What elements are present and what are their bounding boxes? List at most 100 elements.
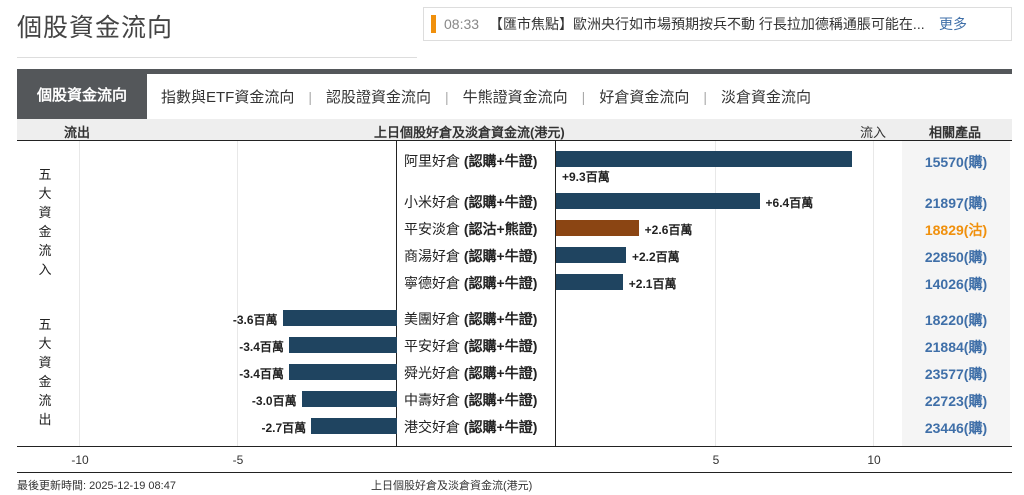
tab-long-fund-flow[interactable]: 好倉資金流向 bbox=[599, 89, 690, 106]
gridline bbox=[237, 141, 238, 447]
side-char: 金 bbox=[38, 374, 52, 389]
chart-row: 平安淡倉 (認沽+熊證) +2.6百萬 18829(沽) bbox=[0, 215, 1024, 242]
x-tick-label: -10 bbox=[71, 453, 89, 467]
category-label: 寧德好倉 (認購+牛證) bbox=[404, 273, 537, 293]
tab-separator: | bbox=[703, 88, 707, 105]
category-name: 舜光好倉 bbox=[404, 365, 460, 381]
related-product-link[interactable]: 21897(購) bbox=[924, 195, 988, 211]
tab-short-fund-flow[interactable]: 淡倉資金流向 bbox=[720, 89, 811, 106]
news-accent-bar bbox=[431, 15, 436, 33]
category-label: 商湯好倉 (認購+牛證) bbox=[404, 246, 537, 266]
category-suffix: (認購+牛證) bbox=[463, 392, 538, 408]
x-tick-label: -5 bbox=[232, 453, 244, 467]
long-position-bar[interactable] bbox=[282, 310, 397, 326]
side-char: 五 bbox=[38, 317, 52, 332]
related-product-link[interactable]: 23577(購) bbox=[924, 366, 988, 382]
side-char: 金 bbox=[38, 224, 52, 239]
side-char: 大 bbox=[38, 336, 52, 351]
category-suffix: (認購+牛證) bbox=[463, 338, 538, 354]
category-suffix: (認購+牛證) bbox=[463, 153, 538, 169]
related-product-link[interactable]: 22850(購) bbox=[924, 249, 988, 265]
side-char: 流 bbox=[38, 243, 52, 258]
inflow-group-label: 五 大 資 金 流 入 bbox=[38, 165, 52, 279]
category-suffix: (認沽+熊證) bbox=[463, 221, 538, 237]
value-label: +2.6百萬 bbox=[644, 223, 693, 237]
chart-row: 平安好倉 (認購+牛證) -3.4百萬 21884(購) bbox=[0, 332, 1024, 359]
category-label: 港交好倉 (認購+牛證) bbox=[404, 417, 537, 437]
side-char: 流 bbox=[38, 393, 52, 408]
chart-row: 港交好倉 (認購+牛證) -2.7百萬 23446(購) bbox=[0, 413, 1024, 440]
long-position-bar[interactable] bbox=[311, 418, 397, 434]
long-position-bar[interactable] bbox=[556, 151, 852, 167]
category-suffix: (認購+牛證) bbox=[463, 365, 538, 381]
title-divider bbox=[17, 57, 417, 58]
value-label: +2.2百萬 bbox=[631, 250, 680, 264]
category-suffix: (認購+牛證) bbox=[463, 275, 538, 291]
chart-row: 商湯好倉 (認購+牛證) +2.2百萬 22850(購) bbox=[0, 242, 1024, 269]
category-suffix: (認購+牛證) bbox=[463, 311, 538, 327]
last-updated-text: 最後更新時間: 2025-12-19 08:47 bbox=[17, 480, 176, 492]
outflow-header: 流出 bbox=[64, 125, 91, 140]
category-label: 小米好倉 (認購+牛證) bbox=[404, 192, 537, 212]
side-char: 五 bbox=[38, 167, 52, 182]
category-label: 阿里好倉 (認購+牛證) bbox=[404, 151, 537, 171]
tab-warrant-fund-flow[interactable]: 認股證資金流向 bbox=[326, 89, 432, 106]
long-position-bar[interactable] bbox=[556, 247, 626, 263]
footer-divider bbox=[17, 472, 1012, 473]
long-position-bar[interactable] bbox=[288, 337, 397, 353]
x-tick-label: 10 bbox=[867, 453, 881, 467]
long-position-bar[interactable] bbox=[288, 364, 397, 380]
gridline bbox=[715, 141, 716, 447]
news-headline-link[interactable]: 【匯市焦點】歐洲央行如市場預期按兵不動 行長拉加德稱通脹可能在... bbox=[489, 16, 925, 32]
value-label: +2.1百萬 bbox=[628, 277, 677, 291]
category-name: 商湯好倉 bbox=[404, 248, 460, 264]
chart-row: 阿里好倉 (認購+牛證) +9.3百萬 15570(購) bbox=[0, 147, 1024, 184]
chart-row: 寧德好倉 (認購+牛證) +2.1百萬 14026(購) bbox=[0, 269, 1024, 296]
related-product-link[interactable]: 18829(沽) bbox=[924, 222, 988, 238]
category-name: 平安好倉 bbox=[404, 338, 460, 354]
outflow-group-label: 五 大 資 金 流 出 bbox=[38, 315, 52, 429]
page-title: 個股資金流向 bbox=[17, 14, 174, 42]
tab-stock-fund-flow[interactable]: 個股資金流向 bbox=[17, 69, 148, 119]
value-label: -3.4百萬 bbox=[239, 367, 284, 381]
related-product-link[interactable]: 21884(購) bbox=[924, 339, 988, 355]
x-axis-title: 上日個股好倉及淡倉資金流(港元) bbox=[371, 480, 533, 492]
category-name: 阿里好倉 bbox=[404, 153, 460, 169]
related-product-link[interactable]: 18220(購) bbox=[924, 312, 988, 328]
tab-index-etf-fund-flow[interactable]: 指數與ETF資金流向 bbox=[161, 89, 295, 106]
value-label: +9.3百萬 bbox=[562, 170, 610, 184]
long-position-bar[interactable] bbox=[556, 193, 760, 209]
category-suffix: (認購+牛證) bbox=[463, 248, 538, 264]
category-name: 美團好倉 bbox=[404, 311, 460, 327]
related-product-link[interactable]: 15570(購) bbox=[924, 154, 988, 170]
category-label: 平安淡倉 (認沽+熊證) bbox=[404, 219, 537, 239]
value-label: -2.7百萬 bbox=[261, 421, 307, 435]
value-label: -3.0百萬 bbox=[251, 394, 297, 408]
long-position-bar[interactable] bbox=[556, 274, 623, 290]
value-label: +6.4百萬 bbox=[765, 196, 814, 210]
chart-header-row: 流出 上日個股好倉及淡倉資金流(港元) 流入 相關產品 bbox=[17, 119, 1012, 141]
chart-row: 中壽好倉 (認購+牛證) -3.0百萬 22723(購) bbox=[0, 386, 1024, 413]
news-time: 08:33 bbox=[444, 16, 480, 32]
related-product-link[interactable]: 23446(購) bbox=[924, 420, 988, 436]
category-suffix: (認購+牛證) bbox=[463, 194, 538, 210]
related-product-link[interactable]: 22723(購) bbox=[924, 393, 988, 409]
short-position-bar[interactable] bbox=[556, 220, 639, 236]
news-more-link[interactable]: 更多 bbox=[939, 16, 968, 32]
side-char: 資 bbox=[38, 355, 52, 370]
related-product-link[interactable]: 14026(購) bbox=[924, 276, 988, 292]
chart-row: 舜光好倉 (認購+牛證) -3.4百萬 23577(購) bbox=[0, 359, 1024, 386]
category-label-column bbox=[396, 141, 556, 447]
tab-separator: | bbox=[581, 88, 586, 105]
tab-cbbc-fund-flow[interactable]: 牛熊證資金流向 bbox=[462, 89, 568, 106]
category-suffix: (認購+牛證) bbox=[463, 419, 538, 435]
category-name: 寧德好倉 bbox=[404, 275, 460, 291]
side-char: 大 bbox=[38, 186, 52, 201]
side-char: 出 bbox=[38, 412, 52, 427]
news-ticker[interactable]: 08:33 【匯市焦點】歐洲央行如市場預期按兵不動 行長拉加德稱通脹可能在...… bbox=[423, 7, 1012, 41]
category-label: 平安好倉 (認購+牛證) bbox=[404, 336, 537, 356]
gridline bbox=[873, 141, 874, 447]
long-position-bar[interactable] bbox=[301, 391, 397, 407]
inflow-header: 流入 bbox=[860, 125, 887, 140]
products-column bbox=[902, 141, 1010, 447]
